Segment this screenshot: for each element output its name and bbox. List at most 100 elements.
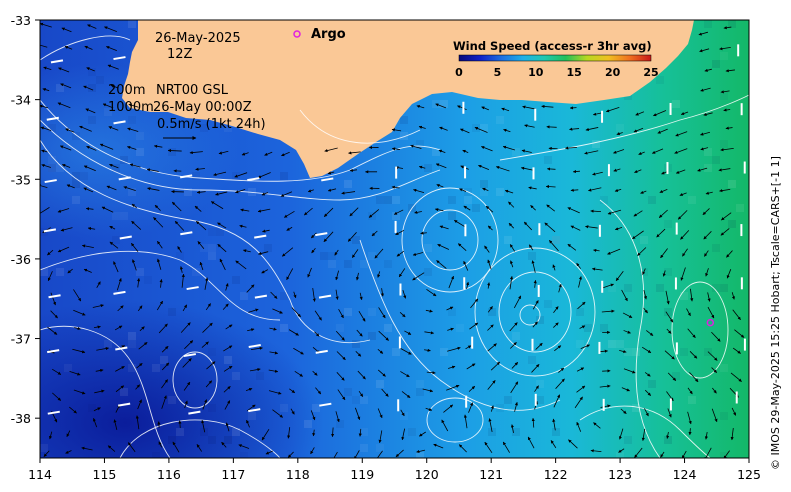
current-vector — [135, 384, 141, 390]
current-vector — [616, 132, 623, 136]
current-vector — [40, 126, 52, 131]
current-vector — [565, 146, 577, 150]
current-vector — [184, 400, 188, 409]
current-vector — [410, 144, 422, 149]
current-vector — [509, 244, 516, 252]
current-vector — [374, 248, 384, 259]
current-vector — [123, 186, 136, 191]
current-vector — [418, 431, 426, 437]
current-vector — [643, 307, 648, 314]
x-tick-label: 119 — [350, 467, 374, 482]
current-vector — [132, 259, 137, 271]
current-vector — [196, 444, 203, 452]
current-vector — [327, 188, 337, 192]
x-tick-label: 118 — [286, 467, 310, 482]
current-vector — [570, 225, 581, 231]
current-vector — [158, 441, 163, 448]
current-vector — [69, 406, 77, 414]
current-vector — [73, 289, 82, 302]
current-vector — [115, 385, 125, 393]
current-vector — [235, 189, 246, 194]
current-vector — [293, 347, 304, 355]
current-vector — [487, 324, 494, 331]
current-vector — [545, 185, 556, 189]
legend-colorbar — [458, 54, 652, 62]
current-vector — [181, 273, 185, 288]
current-vector — [286, 226, 293, 231]
current-vector — [570, 188, 579, 192]
current-vector — [524, 124, 535, 128]
y-tick-label: -35 — [11, 172, 31, 187]
current-vector — [81, 446, 93, 451]
current-vector — [286, 268, 294, 281]
current-vector — [447, 327, 454, 331]
current-vector — [249, 367, 261, 372]
current-vector — [87, 24, 97, 29]
current-vector — [161, 379, 169, 389]
current-vector — [502, 441, 510, 453]
current-vector — [436, 260, 447, 269]
current-vector — [171, 201, 182, 212]
wind-vector — [319, 402, 332, 407]
legend-tick-label: 5 — [494, 66, 502, 79]
current-vector — [113, 419, 118, 430]
current-vector — [667, 372, 677, 381]
current-vector — [130, 242, 139, 252]
current-vector — [503, 128, 511, 133]
current-vector — [698, 31, 709, 36]
current-vector — [546, 204, 556, 212]
current-vector — [283, 210, 295, 218]
current-vector — [466, 281, 470, 290]
current-vector — [307, 267, 312, 278]
wind-vector — [186, 286, 199, 291]
current-vector — [438, 149, 446, 153]
current-vector — [677, 210, 688, 220]
current-vector — [61, 27, 72, 33]
current-vector — [659, 189, 668, 193]
current-vector — [662, 270, 666, 277]
current-vector — [109, 241, 119, 249]
current-vector — [40, 104, 49, 109]
current-vector — [66, 430, 71, 438]
current-vector — [378, 307, 386, 319]
current-vector — [115, 366, 125, 372]
x-axis: 114 115 116 117 118 119 120 121 122 123 124 125 — [28, 458, 761, 482]
current-vector — [555, 378, 565, 389]
current-vector — [644, 408, 649, 417]
current-vector — [47, 249, 54, 256]
current-vector — [261, 192, 269, 196]
current-vector — [593, 422, 601, 429]
current-vector — [700, 131, 711, 136]
plot-frame — [39, 19, 750, 459]
current-vector — [73, 309, 86, 316]
current-vector — [726, 269, 732, 279]
current-vector — [711, 408, 718, 423]
current-vector — [257, 208, 271, 213]
current-vector — [558, 283, 562, 293]
current-vector — [635, 111, 645, 116]
current-vector — [393, 209, 404, 215]
current-vector — [719, 46, 731, 51]
current-vector — [331, 427, 335, 438]
current-vector — [707, 306, 715, 319]
current-vector — [154, 204, 161, 211]
x-tick-label: 124 — [673, 467, 697, 482]
current-vector — [304, 207, 313, 216]
current-vector — [605, 107, 620, 113]
current-vector — [687, 387, 693, 395]
current-vector — [135, 415, 140, 430]
current-vector — [205, 303, 211, 311]
current-vector — [99, 143, 114, 150]
current-vector — [60, 83, 72, 89]
argo-floats — [706, 318, 715, 327]
current-vector — [377, 408, 383, 419]
current-vector — [502, 145, 516, 151]
current-vector — [204, 277, 209, 290]
current-vector — [621, 387, 630, 392]
current-vector — [189, 150, 203, 155]
current-vector — [102, 103, 114, 109]
current-vector — [681, 450, 687, 458]
current-vector — [332, 451, 338, 458]
current-vector — [541, 104, 554, 109]
current-vector — [197, 241, 205, 250]
